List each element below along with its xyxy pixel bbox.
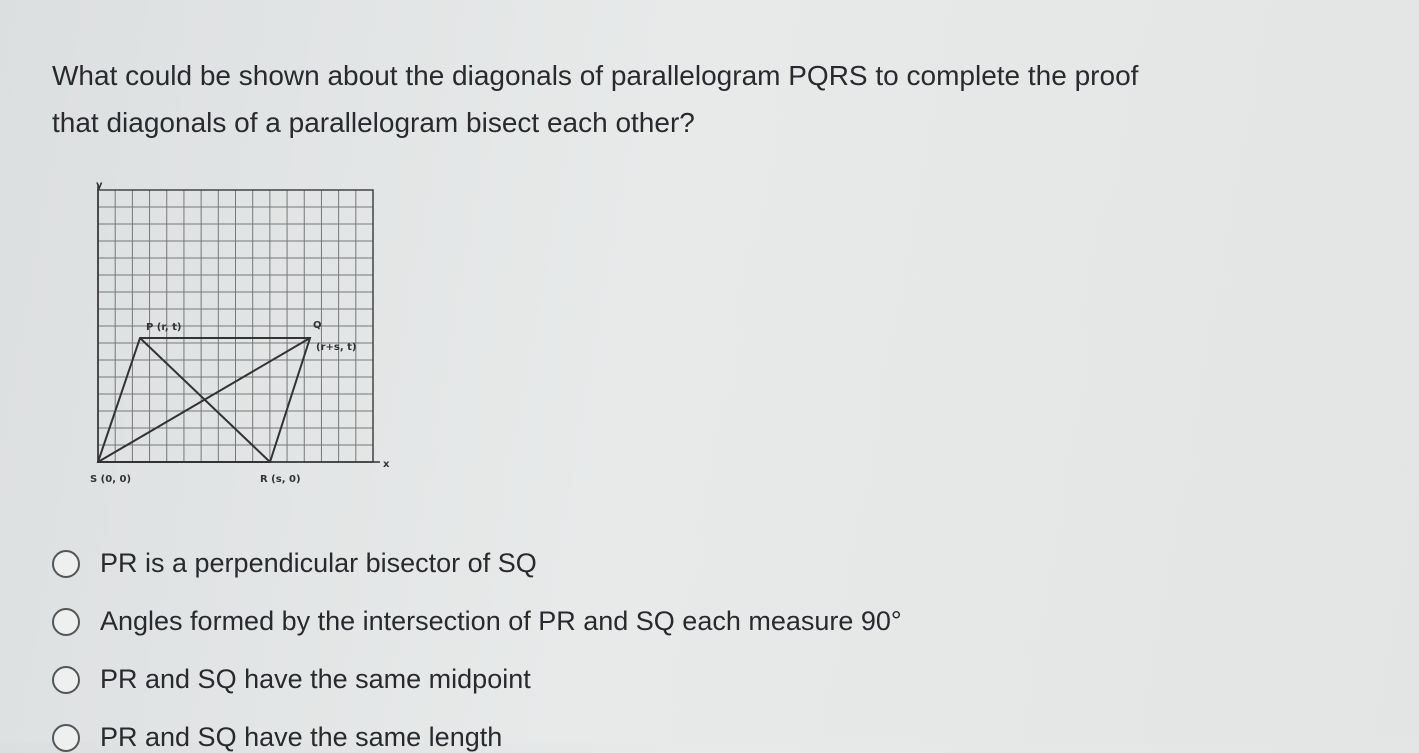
option-text: Angles formed by the intersection of PR … (100, 606, 902, 636)
option-text: PR and SQ have the same midpoint (100, 664, 531, 694)
option-text: PR is a perpendicular bisector of SQ (100, 548, 537, 578)
point-p-label: P (r, t) (146, 322, 181, 333)
parallelogram-diagram: y x P (r, t) Q (r+s, t) S (0, 0) R (s, 0… (90, 180, 390, 485)
x-axis-label: x (383, 459, 390, 470)
point-r-label: R (s, 0) (260, 474, 301, 485)
point-s-label: S (0, 0) (90, 474, 131, 485)
point-q-label: Q (313, 320, 322, 331)
option[interactable]: PR and SQ have the same midpoint (52, 664, 531, 695)
option[interactable]: PR and SQ have the same length (52, 722, 502, 753)
grid (98, 190, 373, 462)
radio-button[interactable] (52, 723, 80, 752)
option-text: PR and SQ have the same length (100, 722, 503, 752)
question-text: What could be shown about the diagonals … (52, 60, 1139, 138)
diagonal-sq (97, 337, 311, 463)
option[interactable]: PR is a perpendicular bisector of SQ (52, 548, 537, 579)
y-axis-label: y (96, 180, 103, 191)
radio-button[interactable] (52, 549, 80, 578)
option[interactable]: Angles formed by the intersection of PR … (52, 606, 902, 637)
radio-button[interactable] (52, 665, 80, 694)
point-q-coords: (r+s, t) (316, 342, 356, 353)
radio-button[interactable] (52, 607, 80, 636)
